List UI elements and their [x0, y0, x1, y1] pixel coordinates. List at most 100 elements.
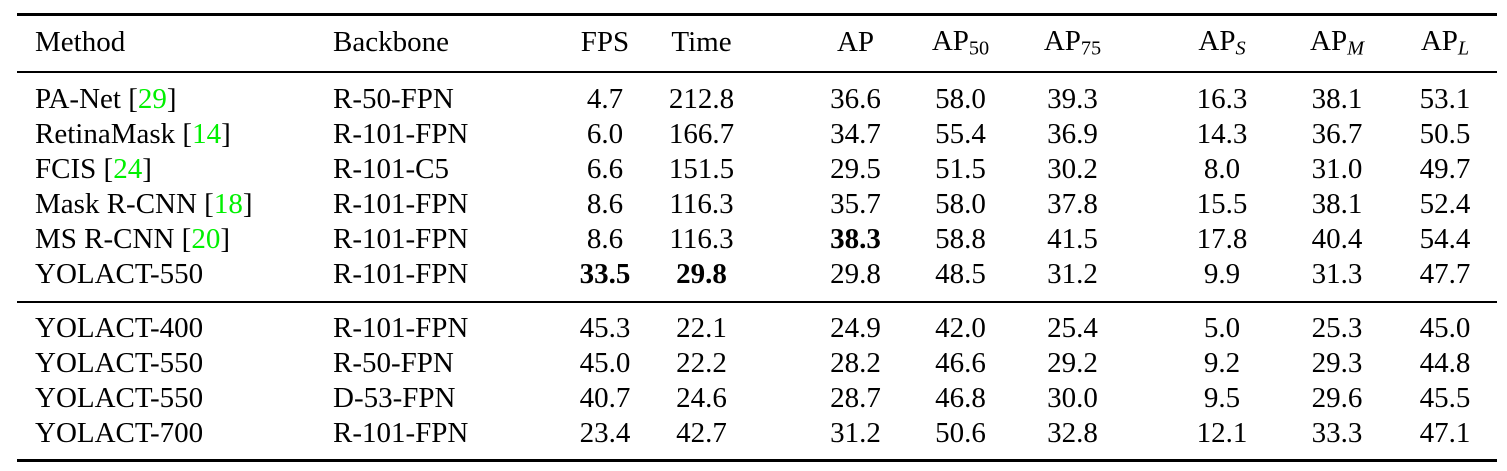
- column-header-subscript: 75: [1080, 37, 1102, 60]
- cell-value: R-101-FPN: [333, 258, 469, 291]
- cell-value: R-101-FPN: [333, 312, 469, 345]
- cell-ap: 28.7: [750, 381, 908, 416]
- cell-value: 8.6: [586, 188, 624, 221]
- cell-ap50: 58.0: [908, 187, 1013, 222]
- table-row: YOLACT-550 R-101-FPN 33.5 29.8 29.8 48.5 31.2 9…: [17, 257, 1497, 302]
- citation-link[interactable]: 20: [191, 223, 221, 256]
- column-header-subscript: M: [1347, 37, 1364, 60]
- column-header-ap75: AP75: [1013, 16, 1132, 74]
- cell-backbone: R-101-FPN: [333, 222, 557, 257]
- cell-value: 23.4: [579, 417, 631, 450]
- cell-value: R-50-FPN: [333, 347, 454, 380]
- cell-value: 9.9: [1203, 258, 1241, 291]
- cell-fps: 8.6: [557, 187, 653, 222]
- cell-fps: 4.7: [557, 72, 653, 117]
- cell-aps: 5.0: [1132, 301, 1281, 347]
- cell-fps: 33.5: [557, 257, 653, 302]
- column-header-subscript: 50: [968, 37, 990, 60]
- cell-value: 58.8: [935, 223, 986, 256]
- table-row: YOLACT-550 D-53-FPN 40.7 24.6 28.7 46.8 30.0 9.…: [17, 381, 1497, 416]
- cell-ap75: 30.0: [1013, 381, 1132, 416]
- table-row: PA-Net [29] R-50-FPN 4.7 212.8 36.6 58.0 39.3 1…: [17, 72, 1497, 117]
- cell-value: 53.1: [1419, 83, 1471, 116]
- citation-link[interactable]: 14: [192, 118, 222, 151]
- cell-apl: 47.1: [1393, 416, 1497, 459]
- cell-apm: 38.1: [1281, 72, 1393, 117]
- column-header-label: Backbone: [333, 26, 449, 59]
- table-row: RetinaMask [14] R-101-FPN 6.0 166.7 34.7 55.4…: [17, 117, 1497, 152]
- column-header-subscript: L: [1457, 37, 1470, 60]
- cell-ap75: 37.8: [1013, 187, 1132, 222]
- cell-value: D-53-FPN: [333, 382, 456, 415]
- column-header-apl: APL: [1393, 16, 1497, 74]
- cell-ap50: 46.6: [908, 346, 1013, 381]
- cell-backbone: R-101-FPN: [333, 117, 557, 152]
- table-row: YOLACT-700 R-101-FPN 23.4 42.7 31.2 50.6 32.8 1…: [17, 416, 1497, 459]
- table-row: FCIS [24] R-101-C5 6.6 151.5 29.5 51.5 30.2 8.0…: [17, 152, 1497, 187]
- column-header-apm: APM: [1281, 16, 1393, 74]
- cell-ap50: 46.8: [908, 381, 1013, 416]
- cell-backbone: D-53-FPN: [333, 381, 557, 416]
- cell-method: YOLACT-400: [17, 301, 333, 347]
- cell-ap: 35.7: [750, 187, 908, 222]
- cell-value: 52.4: [1419, 188, 1471, 221]
- cell-value: 45.5: [1419, 382, 1471, 415]
- cell-ap: 36.6: [750, 72, 908, 117]
- cell-value: R-50-FPN: [333, 83, 454, 116]
- cell-value: 116.3: [669, 223, 734, 256]
- citation-link[interactable]: 29: [137, 83, 167, 116]
- cell-fps: 23.4: [557, 416, 653, 459]
- table-section-yolact-variants: YOLACT-400 R-101-FPN 45.3 22.1 24.9 42.0 25.4 5…: [17, 301, 1497, 459]
- cell-value: R-101-C5: [333, 153, 449, 186]
- cell-apm: 40.4: [1281, 222, 1393, 257]
- cell-method: YOLACT-550: [17, 381, 333, 416]
- cell-aps: 17.8: [1132, 222, 1281, 257]
- cell-ap75: 29.2: [1013, 346, 1132, 381]
- cell-backbone: R-101-FPN: [333, 301, 557, 347]
- cell-backbone: R-101-FPN: [333, 257, 557, 302]
- cell-ap50: 58.0: [908, 72, 1013, 117]
- cell-value: 212.8: [668, 83, 735, 116]
- method-name: PA-Net: [35, 83, 121, 116]
- cell-value: 30.2: [1047, 153, 1098, 186]
- cell-backbone: R-101-FPN: [333, 416, 557, 459]
- cell-apl: 50.5: [1393, 117, 1497, 152]
- cell-value: 31.2: [830, 417, 881, 450]
- citation-link[interactable]: 24: [113, 153, 143, 186]
- table-row: Mask R-CNN [18] R-101-FPN 8.6 116.3 35.7 58.0…: [17, 187, 1497, 222]
- cell-value: 39.3: [1047, 83, 1098, 116]
- cell-fps: 40.7: [557, 381, 653, 416]
- cell-value: 31.2: [1047, 258, 1098, 291]
- cell-value: 44.8: [1419, 347, 1471, 380]
- cell-value: 24.9: [830, 312, 881, 345]
- table-section-main: PA-Net [29] R-50-FPN 4.7 212.8 36.6 58.0 39.3 1…: [17, 72, 1497, 302]
- cell-ap75: 31.2: [1013, 257, 1132, 302]
- cell-apm: 29.3: [1281, 346, 1393, 381]
- cell-apm: 33.3: [1281, 416, 1393, 459]
- cell-value: 34.7: [830, 118, 881, 151]
- cell-value: 5.0: [1203, 312, 1241, 345]
- cell-value: 45.0: [579, 347, 631, 380]
- cell-aps: 9.9: [1132, 257, 1281, 302]
- table-row: YOLACT-400 R-101-FPN 45.3 22.1 24.9 42.0 25.4 5…: [17, 301, 1497, 347]
- column-header-method: Method: [17, 16, 333, 74]
- cell-apl: 47.7: [1393, 257, 1497, 302]
- cell-value: 38.1: [1311, 188, 1363, 221]
- cell-value: 33.3: [1311, 417, 1363, 450]
- cell-value: 46.8: [935, 382, 986, 415]
- method-name: YOLACT-700: [35, 417, 204, 450]
- cell-apl: 44.8: [1393, 346, 1497, 381]
- cell-value: 32.8: [1047, 417, 1098, 450]
- header-row: Method Backbone FPS Time AP AP50 AP75 APS APM APL: [17, 16, 1497, 74]
- cell-value: 36.6: [830, 83, 881, 116]
- cell-method: PA-Net [29]: [35, 83, 177, 116]
- cell-time: 212.8: [653, 72, 750, 117]
- cell-method: YOLACT-550: [17, 346, 333, 381]
- cell-ap75: 32.8: [1013, 416, 1132, 459]
- column-header-time: Time: [653, 16, 750, 74]
- cell-aps: 12.1: [1132, 416, 1281, 459]
- cell-apm: 25.3: [1281, 301, 1393, 347]
- cell-value: 29.3: [1311, 347, 1363, 380]
- citation-link[interactable]: 18: [213, 188, 243, 221]
- cell-value: 9.5: [1203, 382, 1241, 415]
